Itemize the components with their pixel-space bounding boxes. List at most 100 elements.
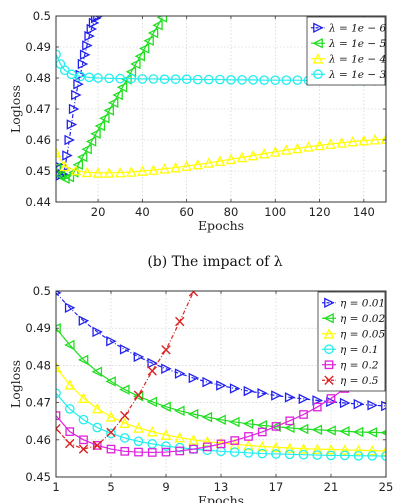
data-point [56,49,61,60]
data-point [270,146,281,157]
x-tick-label: 120 [309,205,331,219]
data-point [325,425,336,436]
data-point [284,422,295,434]
data-point [303,141,314,152]
data-point [339,444,351,455]
data-point [103,167,115,178]
data-point [92,440,102,451]
data-point [56,361,62,373]
data-point [84,30,95,42]
data-point [79,435,88,445]
data-point [298,393,310,405]
data-point [358,134,370,146]
data-point [156,16,168,23]
data-point [81,166,93,178]
data-point [148,164,159,175]
data-point [119,417,131,428]
data-point [68,103,80,115]
legend-entry-label: λ = 1e − 6 [328,23,386,35]
data-point [339,397,351,409]
series-2 [56,322,386,438]
data-point [133,422,144,433]
data-point [161,345,171,355]
series-3 [56,361,386,456]
series-line [56,138,386,174]
legend-entry-label: η = 0.05 [340,329,385,341]
y-tick-label: 0.48 [25,358,51,372]
data-point [298,443,309,454]
data-point [339,450,350,461]
data-point [130,58,141,70]
data-point [71,89,82,101]
data-point [161,447,171,457]
data-point [106,444,116,454]
data-point [112,89,123,101]
x-tick-label: 25 [379,480,394,494]
x-tick-label: 17 [269,480,284,494]
data-point [187,408,199,420]
data-point [107,97,119,109]
data-point [78,444,89,454]
legend-entry-label: λ = 1e − 3 [328,69,386,81]
y-tick-label: 0.45 [25,470,51,484]
data-point [64,379,76,390]
data-point [59,160,71,172]
series-3 [56,133,386,178]
legend-entry-label: η = 0.02 [340,313,385,325]
data-point [137,74,148,84]
legend-marker [323,312,334,324]
data-point [106,428,116,439]
data-point [152,20,163,31]
data-point [192,74,203,85]
y-tick-label: 0.45 [25,164,51,178]
data-point [161,441,171,451]
data-point [133,390,144,400]
data-point [105,376,116,387]
data-point [347,135,359,147]
data-point [175,446,185,456]
data-point [271,422,281,431]
data-point [78,392,89,403]
x-axis-label: Epochs [198,218,244,233]
legend-entry-label: λ = 1e − 4 [328,54,386,66]
data-point [64,404,75,414]
data-point [366,444,378,456]
data-point [381,400,386,412]
data-point [216,439,226,449]
y-tick-label: 0.47 [25,102,51,116]
data-point [148,74,159,84]
data-point [284,449,295,460]
data-point [380,445,386,456]
x-tick-label: 60 [179,205,194,219]
data-point [106,427,116,438]
data-point [103,105,115,116]
data-point [312,395,323,406]
series-line [56,366,386,452]
data-point [230,436,240,445]
data-point [189,444,198,454]
data-point [82,40,93,51]
data-point [352,426,364,438]
data-point [216,380,227,391]
data-point [106,335,117,347]
data-point [66,119,78,130]
data-point [65,438,75,449]
series-6 [56,291,199,454]
data-point [94,120,106,132]
y-tick-label: 0.5 [33,9,51,23]
data-point [298,449,309,460]
data-point [56,146,62,158]
data-point [236,151,248,163]
data-point [120,446,130,456]
data-point [243,447,254,458]
y-tick-label: 0.48 [25,71,51,85]
data-point [243,385,255,397]
data-point [92,422,103,433]
data-point [73,78,84,90]
legend-marker [312,53,324,64]
x-tick-label: 100 [264,205,286,219]
data-point [311,424,323,436]
data-point [64,302,76,313]
data-point [93,73,103,83]
data-point [116,82,128,93]
